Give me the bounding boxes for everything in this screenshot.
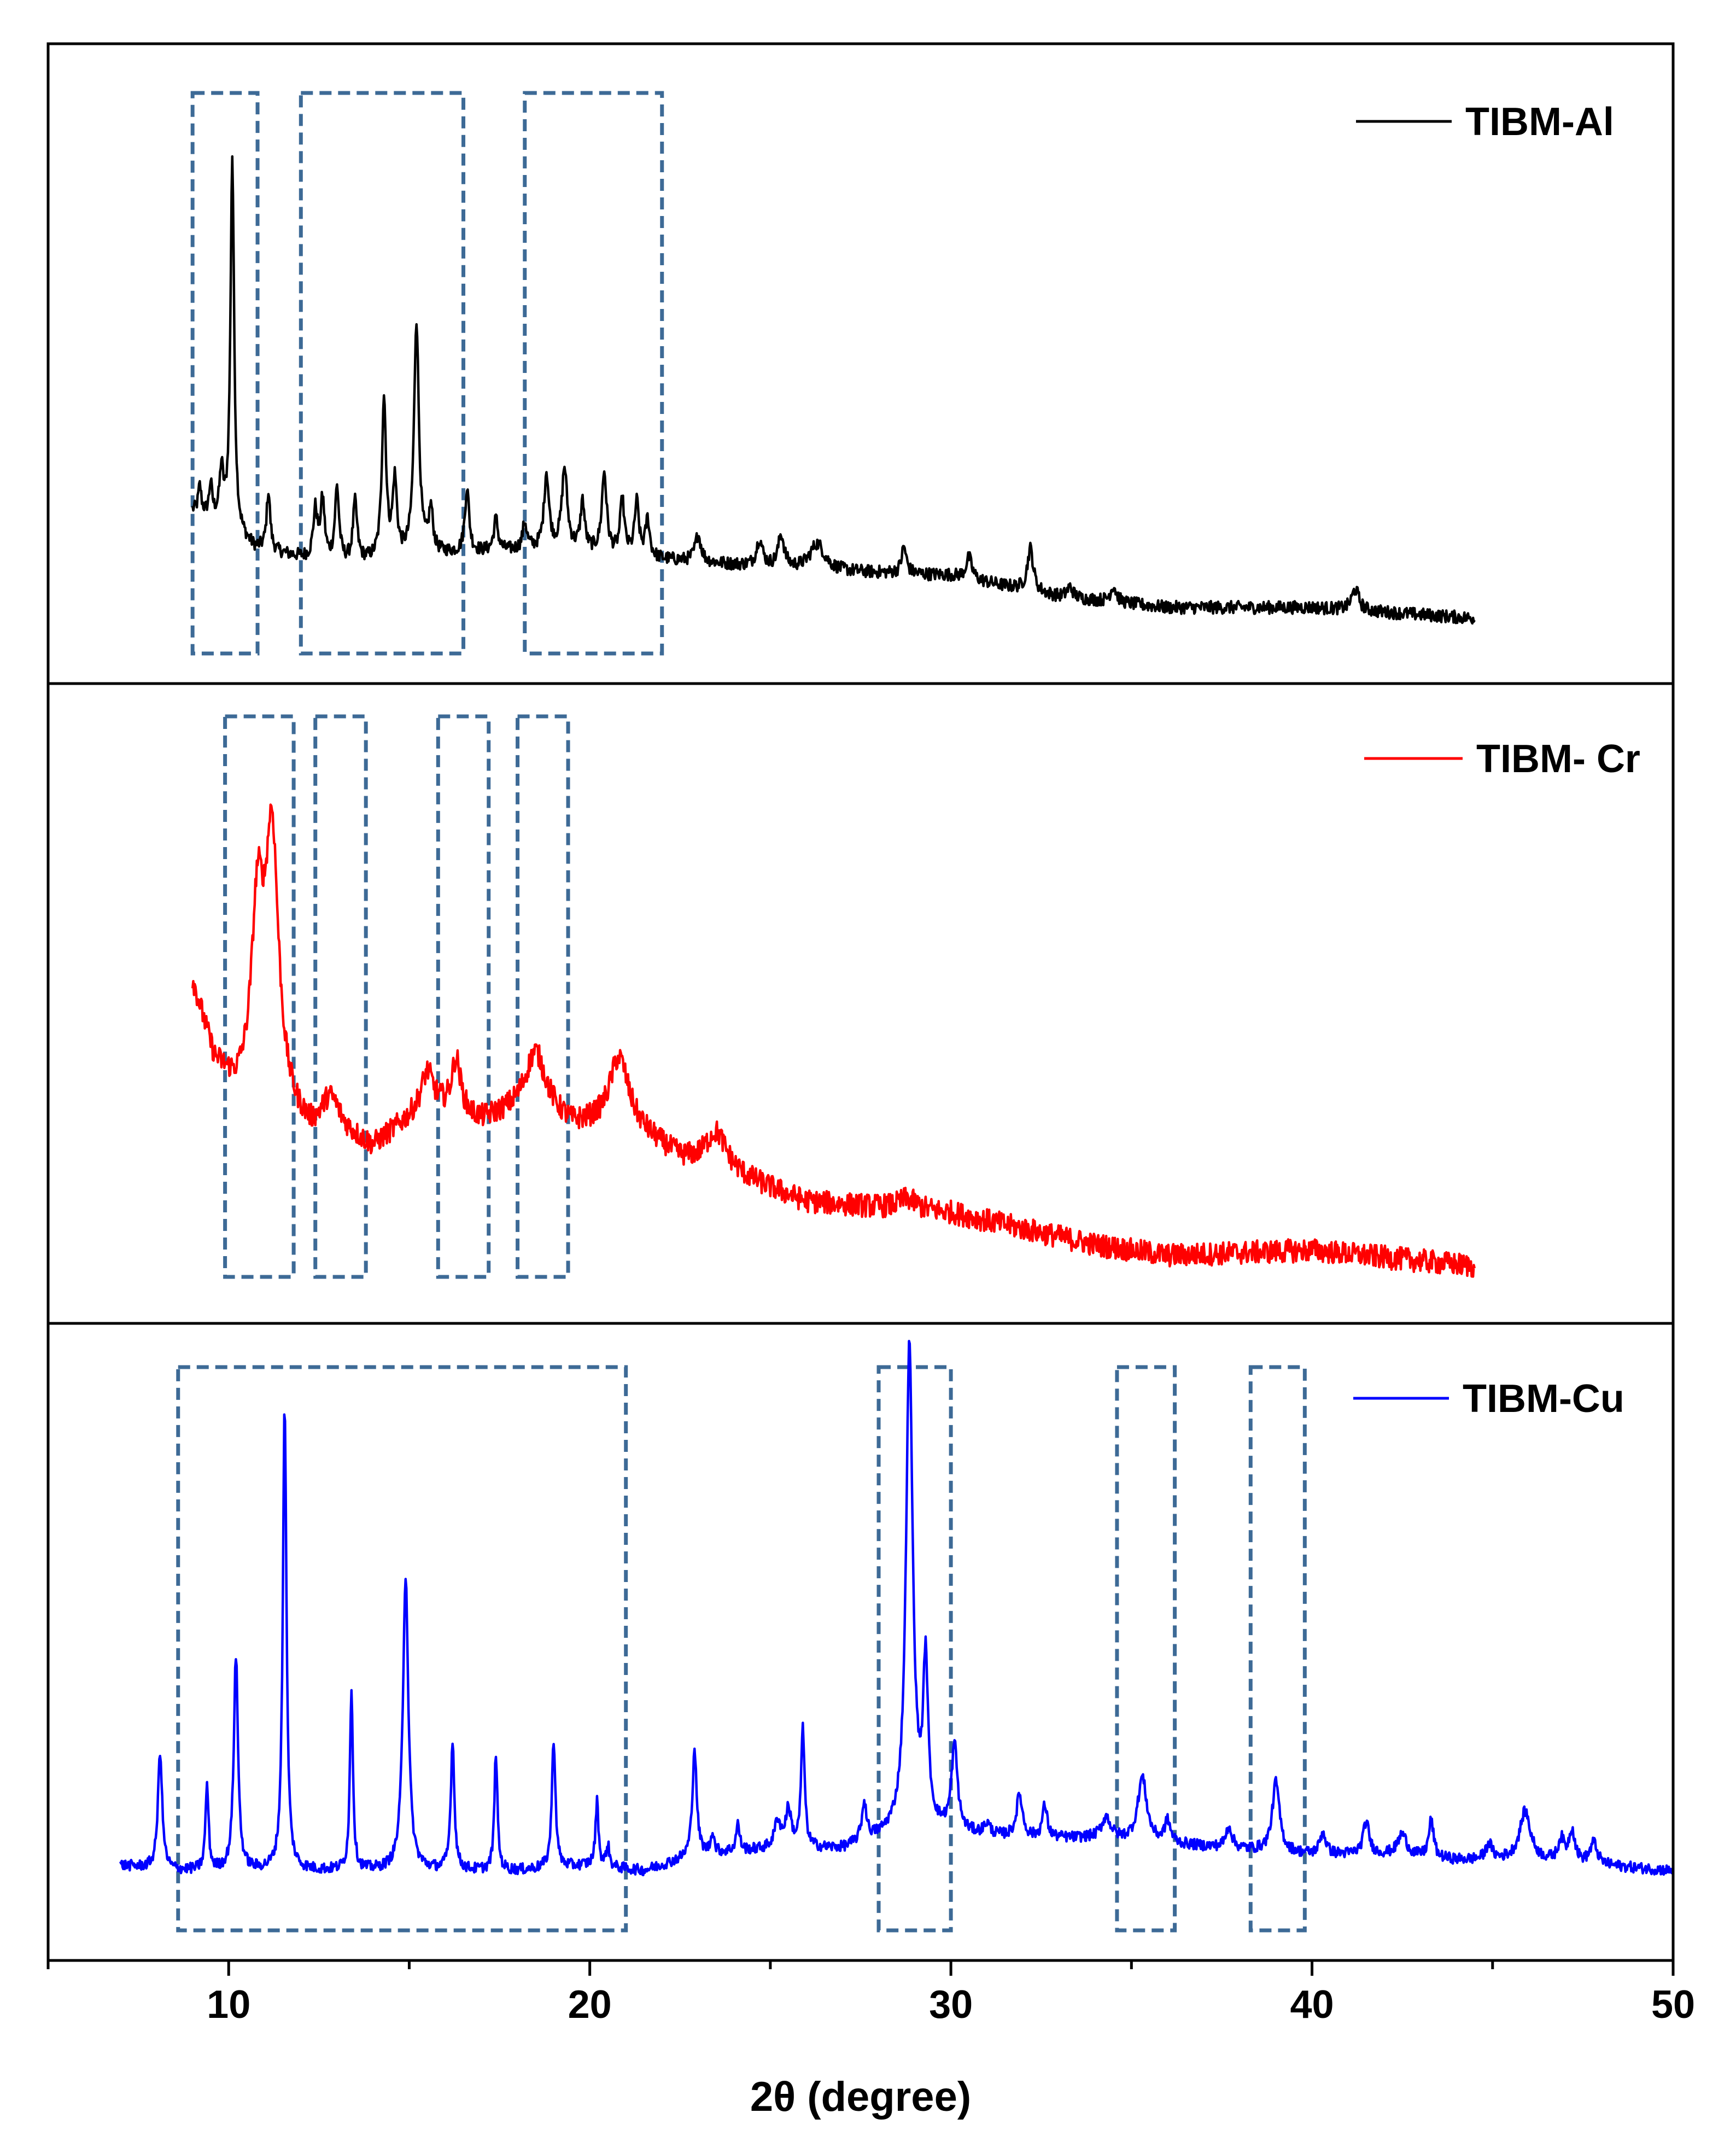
highlight-box: [313, 714, 368, 1279]
highlight-box: [176, 1365, 628, 1933]
x-tick-label: 10: [207, 1983, 250, 2027]
highlight-box: [223, 714, 296, 1279]
legend-tibm-cu: TIBM-Cu: [1353, 1377, 1624, 1421]
legend-label-tibm-cu: TIBM-Cu: [1463, 1377, 1624, 1421]
highlight-box: [1115, 1365, 1177, 1933]
highlight-box: [299, 91, 466, 656]
legend-tibm-cr: TIBM- Cr: [1364, 737, 1640, 781]
highlight-box: [523, 91, 664, 656]
x-axis: 10 20 30 40 50: [46, 1960, 1695, 2027]
highlight-box: [190, 91, 260, 656]
legend-tibm-al: TIBM-Al: [1356, 100, 1614, 144]
x-tick-label: 30: [929, 1983, 973, 2027]
highlight-box: [516, 714, 570, 1279]
x-axis-title: 2θ (degree): [750, 2074, 971, 2120]
panel-tibm-cu: [119, 1340, 1675, 1933]
highlight-box: [876, 1365, 953, 1933]
plot-frame: [46, 42, 1675, 1962]
highlight-box: [436, 714, 491, 1279]
legend-label-tibm-cr: TIBM- Cr: [1476, 737, 1640, 781]
panel-tibm-cr: [191, 714, 1476, 1279]
x-tick-label: 50: [1651, 1983, 1695, 2027]
x-tick-label: 40: [1290, 1983, 1334, 2027]
x-tick-label: 20: [568, 1983, 612, 2027]
tibm-cu-trace: [119, 1340, 1675, 1877]
highlight-box: [1248, 1365, 1307, 1933]
tibm-cr-trace: [191, 803, 1476, 1278]
panel-tibm-al: [190, 91, 1476, 656]
tibm-al-trace: [191, 155, 1476, 625]
legend-label-tibm-al: TIBM-Al: [1465, 100, 1614, 144]
